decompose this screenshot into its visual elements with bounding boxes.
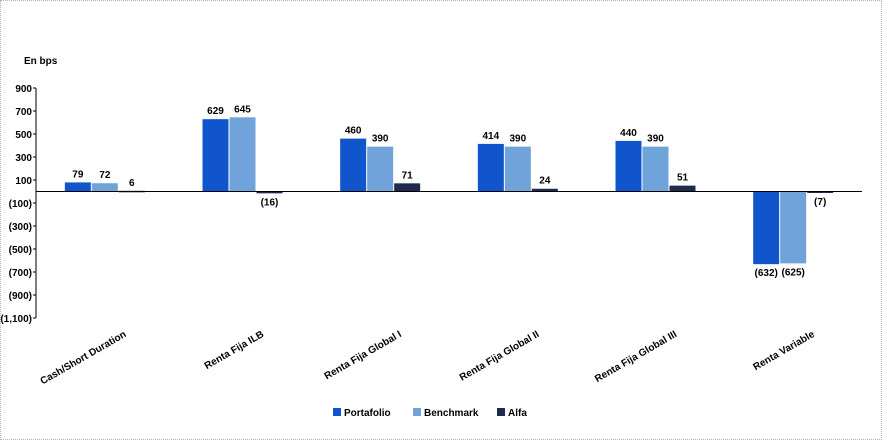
bar-alfa — [669, 185, 696, 192]
data-label: (632) — [754, 268, 777, 279]
y-tick-label: 300 — [15, 153, 32, 164]
bar-alfa — [807, 191, 834, 193]
x-tick-label: Renta Fija Global II — [458, 329, 542, 384]
data-label: 629 — [207, 106, 224, 117]
legend-label-portafolio: Portafolio — [344, 408, 391, 419]
y-tick-label: (900) — [9, 291, 32, 302]
x-tick-label: Renta Fija Global I — [323, 329, 404, 382]
y-tick-label: (700) — [9, 268, 32, 279]
data-label: 24 — [539, 176, 551, 187]
x-tick-label: Renta Fija Global III — [593, 329, 679, 385]
legend-label-alfa: Alfa — [508, 408, 527, 419]
data-label: (16) — [261, 197, 279, 208]
bar-benchmark — [229, 117, 256, 192]
bar-alfa — [256, 191, 283, 194]
bar-portafolio — [202, 119, 229, 192]
x-tick-label: Renta Fija ILB — [203, 329, 266, 372]
data-label: 51 — [677, 173, 689, 184]
data-label: (7) — [814, 197, 826, 208]
legend: Portafolio Benchmark Alfa — [333, 408, 527, 419]
bar-portafolio — [615, 140, 642, 192]
bar-benchmark — [367, 146, 394, 192]
y-axis: 900 700 500 300 100 (100) (300) (500) (700) (900)… — [0, 84, 37, 325]
bar-portafolio — [64, 182, 91, 192]
x-tick-label: Cash/Short Duration — [39, 329, 129, 387]
data-label: 390 — [647, 134, 664, 145]
y-tick-label: (100) — [9, 199, 32, 210]
bar-benchmark — [780, 191, 807, 264]
data-label: 440 — [620, 128, 637, 139]
unit-label: En bps — [24, 56, 58, 67]
x-tick-label: Renta Variable — [751, 329, 817, 373]
data-label: 460 — [345, 126, 362, 137]
data-label: 72 — [99, 170, 111, 181]
y-tick-label: (300) — [9, 222, 32, 233]
bar-portafolio — [753, 191, 780, 265]
bar-benchmark — [91, 183, 118, 192]
legend-swatch-alfa — [497, 408, 505, 416]
data-label: 645 — [234, 104, 251, 115]
data-label: 6 — [129, 178, 135, 189]
bar-portafolio — [340, 138, 367, 192]
legend-label-benchmark: Benchmark — [424, 408, 479, 419]
legend-swatch-portafolio — [333, 408, 341, 416]
y-tick-label: (500) — [9, 245, 32, 256]
bar-benchmark — [504, 146, 531, 192]
y-tick-label: 700 — [15, 107, 32, 118]
bar-alfa — [394, 183, 421, 192]
bars — [64, 117, 834, 265]
data-label: 79 — [72, 169, 84, 180]
bar-portafolio — [477, 143, 504, 192]
data-label: 71 — [402, 170, 414, 181]
y-tick-label: 500 — [15, 130, 32, 141]
y-tick-label: 100 — [15, 176, 32, 187]
data-label: (625) — [781, 267, 804, 278]
data-label: 390 — [509, 134, 526, 145]
x-axis: Cash/Short Duration Renta Fija ILB Renta F… — [36, 191, 862, 387]
y-tick-label: (1,100) — [0, 314, 32, 325]
data-labels: 79 72 6 629 645 (16) 460 390 71 414 390 24 440 390 51 (… — [72, 104, 826, 279]
data-label: 414 — [482, 131, 499, 142]
legend-swatch-benchmark — [413, 408, 421, 416]
bar-alfa — [531, 188, 558, 192]
data-label: 390 — [372, 134, 389, 145]
bar-benchmark — [642, 146, 669, 192]
y-tick-label: 900 — [15, 84, 32, 95]
